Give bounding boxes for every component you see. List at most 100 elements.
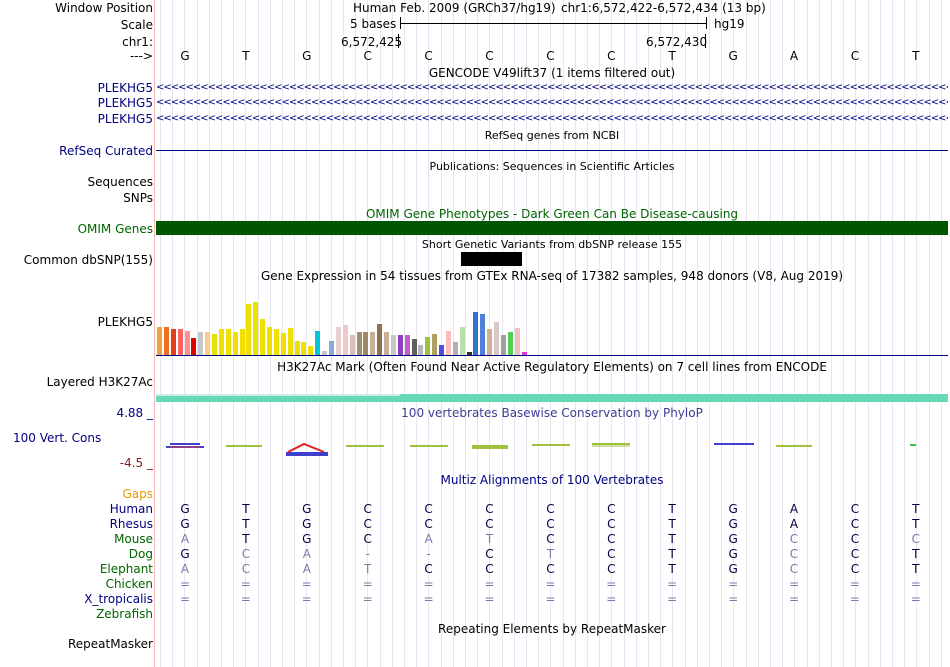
- multiz-species-label[interactable]: Chicken: [105, 577, 153, 591]
- gencode-gene-3[interactable]: PLEKHG5: [97, 112, 153, 126]
- gtex-tissue-bar[interactable]: [280, 333, 286, 355]
- repeatmasker-label[interactable]: RepeatMasker: [67, 637, 153, 651]
- gtex-tissue-bar[interactable]: [163, 327, 169, 355]
- gencode-transcript-3[interactable]: <<<<<<<<<<<<<<<<<<<<<<<<<<<<<<<<<<<<<<<<…: [156, 113, 948, 124]
- gtex-gene-label[interactable]: PLEKHG5: [97, 315, 153, 329]
- gtex-tissue-bar[interactable]: [397, 335, 403, 355]
- h3k27ac-label[interactable]: Layered H3K27Ac: [46, 375, 153, 389]
- multiz-species-label[interactable]: X_tropicalis: [84, 592, 153, 606]
- gtex-tissue-bar[interactable]: [157, 327, 162, 355]
- gtex-tissue-bar[interactable]: [294, 341, 300, 355]
- gtex-tissue-bar[interactable]: [411, 339, 417, 355]
- multiz-base: =: [667, 577, 678, 591]
- gtex-title[interactable]: Gene Expression in 54 tissues from GTEx …: [260, 269, 844, 283]
- repeatmasker-title[interactable]: Repeating Elements by RepeatMasker: [438, 622, 666, 636]
- gencode-transcript-1[interactable]: <<<<<<<<<<<<<<<<<<<<<<<<<<<<<<<<<<<<<<<<…: [156, 82, 948, 93]
- gtex-tissue-bar[interactable]: [404, 335, 410, 355]
- phylop-label[interactable]: 100 Vert. Cons: [13, 431, 102, 445]
- omim-label[interactable]: OMIM Genes: [77, 222, 153, 236]
- gtex-tissue-bar[interactable]: [521, 352, 527, 355]
- gtex-tissue-bar[interactable]: [432, 334, 438, 355]
- strand-arrow-label[interactable]: --->: [129, 49, 153, 63]
- multiz-title[interactable]: Multiz Alignments of 100 Vertebrates: [440, 473, 664, 487]
- gtex-tissue-bar[interactable]: [425, 337, 431, 355]
- gtex-tissue-bar[interactable]: [439, 345, 445, 355]
- refseq-title[interactable]: RefSeq genes from NCBI: [484, 129, 620, 142]
- gtex-tissue-bar[interactable]: [232, 332, 238, 355]
- gtex-tissue-bar[interactable]: [184, 331, 190, 355]
- dbsnp-label[interactable]: Common dbSNP(155): [23, 253, 153, 267]
- gtex-tissue-bar[interactable]: [177, 329, 183, 355]
- refseq-label[interactable]: RefSeq Curated: [59, 144, 153, 158]
- gtex-tissue-bar[interactable]: [198, 332, 204, 355]
- gtex-tissue-bar[interactable]: [301, 342, 307, 355]
- multiz-species-label[interactable]: Mouse: [114, 532, 153, 546]
- gtex-tissue-bar[interactable]: [287, 328, 293, 355]
- gtex-tissue-bar[interactable]: [473, 312, 479, 355]
- multiz-species-label[interactable]: Rhesus: [109, 517, 153, 531]
- position-text[interactable]: chr1:6,572,422-6,572,434 (13 bp): [561, 1, 766, 15]
- gtex-tissue-bar[interactable]: [218, 329, 224, 355]
- gtex-tissue-bar[interactable]: [267, 327, 273, 355]
- gtex-tissue-bar[interactable]: [466, 352, 472, 355]
- gtex-tissue-bar[interactable]: [384, 332, 390, 355]
- gtex-tissue-bar[interactable]: [349, 335, 355, 355]
- gtex-tissue-bar[interactable]: [322, 351, 328, 355]
- gtex-tissue-bar[interactable]: [308, 346, 314, 355]
- h3k27ac-title[interactable]: H3K27Ac Mark (Often Found Near Active Re…: [277, 360, 827, 374]
- gtex-tissue-bar[interactable]: [329, 341, 334, 355]
- gtex-tissue-bar[interactable]: [377, 324, 383, 355]
- gtex-bar-chart[interactable]: [156, 284, 948, 355]
- refseq-gene-line[interactable]: [156, 150, 948, 151]
- gtex-tissue-bar[interactable]: [335, 327, 341, 355]
- gencode-gene-1[interactable]: PLEKHG5: [97, 81, 153, 95]
- gtex-tissue-bar[interactable]: [246, 304, 252, 355]
- dbsnp-title[interactable]: Short Genetic Variants from dbSNP releas…: [421, 238, 683, 251]
- gtex-tissue-bar[interactable]: [225, 329, 231, 355]
- gtex-tissue-bar[interactable]: [363, 332, 369, 355]
- gtex-tissue-bar[interactable]: [356, 332, 362, 355]
- snps-label[interactable]: SNPs: [123, 191, 153, 205]
- gtex-tissue-bar[interactable]: [205, 332, 211, 355]
- h3k27ac-signal[interactable]: [156, 394, 948, 402]
- multiz-species-label[interactable]: Dog: [128, 547, 153, 561]
- gaps-label[interactable]: Gaps: [122, 487, 153, 501]
- omim-title[interactable]: OMIM Gene Phenotypes - Dark Green Can Be…: [365, 207, 739, 221]
- gtex-tissue-bar[interactable]: [191, 338, 197, 355]
- grid-line: [587, 0, 588, 667]
- multiz-species-label[interactable]: Elephant: [99, 562, 153, 576]
- gtex-tissue-bar[interactable]: [459, 327, 465, 355]
- gtex-tissue-bar[interactable]: [212, 334, 218, 355]
- gtex-tissue-bar[interactable]: [507, 332, 513, 355]
- gtex-tissue-bar[interactable]: [480, 314, 486, 355]
- phylop-plot[interactable]: [156, 436, 948, 462]
- sequences-label[interactable]: Sequences: [87, 175, 153, 189]
- gtex-tissue-bar[interactable]: [494, 322, 500, 355]
- gtex-tissue-bar[interactable]: [315, 331, 321, 355]
- multiz-species-label[interactable]: Zebrafish: [96, 607, 153, 621]
- multiz-base: C: [546, 502, 555, 516]
- gtex-tissue-bar[interactable]: [239, 329, 245, 355]
- gtex-tissue-bar[interactable]: [418, 345, 424, 355]
- dbsnp-variant[interactable]: [461, 252, 522, 266]
- phylop-title[interactable]: 100 vertebrates Basewise Conservation by…: [401, 406, 703, 420]
- gtex-tissue-bar[interactable]: [501, 335, 506, 355]
- gtex-tissue-bar[interactable]: [170, 329, 176, 355]
- multiz-species-label[interactable]: Human: [109, 502, 153, 516]
- gencode-title[interactable]: GENCODE V49lift37 (1 items filtered out): [428, 66, 676, 80]
- gtex-tissue-bar[interactable]: [273, 329, 279, 355]
- gtex-tissue-bar[interactable]: [342, 325, 348, 355]
- grid-line: [855, 0, 856, 667]
- gencode-transcript-2[interactable]: <<<<<<<<<<<<<<<<<<<<<<<<<<<<<<<<<<<<<<<<…: [156, 97, 948, 108]
- gencode-gene-2[interactable]: PLEKHG5: [97, 96, 153, 110]
- publications-title[interactable]: Publications: Sequences in Scientific Ar…: [429, 160, 675, 173]
- gtex-tissue-bar[interactable]: [452, 342, 458, 355]
- omim-gene-bar[interactable]: [156, 221, 948, 235]
- gtex-tissue-bar[interactable]: [514, 328, 520, 355]
- gtex-tissue-bar[interactable]: [445, 331, 451, 355]
- gtex-tissue-bar[interactable]: [487, 329, 493, 355]
- gtex-tissue-bar[interactable]: [370, 332, 376, 355]
- gtex-tissue-bar[interactable]: [253, 302, 259, 355]
- gtex-tissue-bar[interactable]: [390, 335, 396, 355]
- gtex-tissue-bar[interactable]: [260, 319, 266, 355]
